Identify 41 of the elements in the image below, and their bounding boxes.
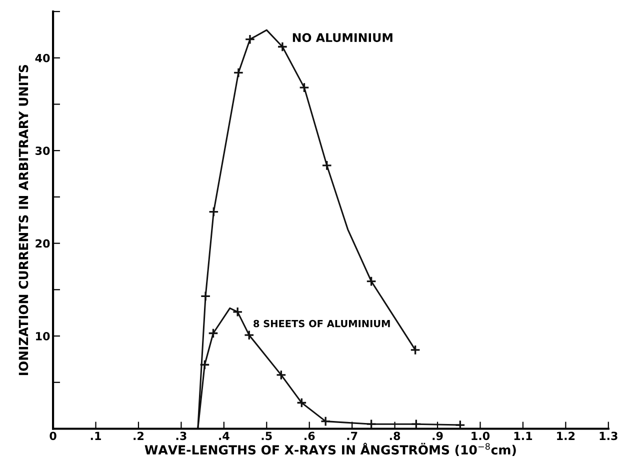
x-tick-label: .3 bbox=[176, 432, 186, 440]
point bbox=[208, 206, 219, 218]
x-tick-label: 1.0 bbox=[472, 432, 490, 440]
point bbox=[276, 370, 286, 380]
point bbox=[366, 276, 377, 287]
point bbox=[232, 306, 243, 318]
x-tick-label: .2 bbox=[134, 432, 144, 440]
point bbox=[233, 67, 244, 78]
x-tick-label: 1.2 bbox=[557, 432, 575, 440]
x-tick-label: .6 bbox=[304, 432, 315, 440]
x-tick-label: .5 bbox=[262, 432, 272, 440]
annotation: 8 SHEETS OF ALUMINIUM bbox=[254, 320, 390, 328]
x-axis-title: WAVE-LENGTHS OF X-RAYS IN ÅNGSTRÖMS (10$^{−8}$cm) bbox=[144, 442, 516, 456]
point bbox=[320, 416, 331, 427]
y-axis-title: IONIZATION CURRENTS IN ARBITRARY UNITS bbox=[18, 64, 28, 376]
x-tick-label: .7 bbox=[347, 432, 358, 440]
point bbox=[296, 398, 307, 408]
point bbox=[208, 328, 218, 338]
y-tick-label: 10 bbox=[36, 332, 50, 340]
y-tick-label: 40 bbox=[35, 54, 50, 62]
point bbox=[299, 82, 310, 93]
x-tick-label: 1.1 bbox=[514, 432, 532, 440]
point bbox=[322, 160, 332, 171]
point bbox=[454, 420, 466, 429]
point bbox=[410, 344, 421, 356]
y-tick-label: 30 bbox=[36, 146, 50, 155]
y-tick-label: 20 bbox=[36, 239, 50, 248]
point bbox=[366, 418, 377, 429]
point bbox=[277, 42, 288, 52]
x-tick-label: 0 bbox=[50, 432, 56, 440]
point bbox=[410, 418, 422, 429]
point bbox=[244, 34, 256, 45]
x-tick-label: .4 bbox=[219, 432, 230, 440]
x-tick-label: 1.3 bbox=[600, 432, 618, 440]
point bbox=[199, 360, 210, 370]
x-tick-label: .9 bbox=[432, 432, 443, 440]
x-tick-label: .8 bbox=[390, 432, 400, 440]
x-tick-label: .1 bbox=[90, 432, 101, 440]
point bbox=[200, 290, 211, 302]
annotation: NO ALUMINIUM bbox=[292, 33, 392, 42]
point bbox=[244, 330, 254, 340]
